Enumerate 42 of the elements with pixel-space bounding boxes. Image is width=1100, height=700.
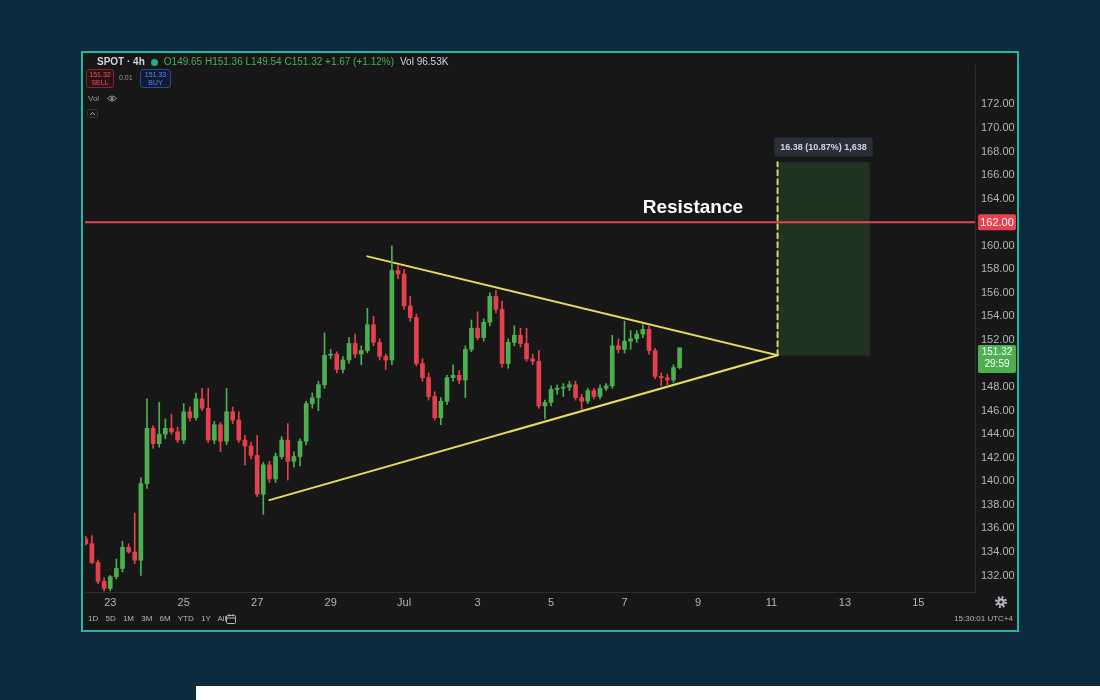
y-tick-label: 138.00 [981, 497, 1015, 510]
annotation: Vol [88, 94, 100, 103]
x-tick-label: 7 [621, 595, 628, 608]
x-tick-label: 11 [765, 595, 778, 608]
text: 1D 5D 1M 3M 6M YTD 1Y All [88, 614, 227, 624]
annotation: Vol 96.53K [399, 56, 449, 68]
y-tick-label: 146.00 [981, 403, 1015, 416]
text: 29:59 [984, 357, 1010, 369]
y-tick-label: 170.00 [981, 121, 1015, 134]
annotation: O149.65 H151.36 L149.54 C151.32 +1.67 (+1.12%) [163, 56, 394, 68]
y-tick-label: 160.00 [981, 238, 1015, 251]
ref-line-label: Resistance [642, 196, 744, 218]
x-tick-label: 13 [838, 595, 852, 608]
y-tick-label: 132.00 [981, 568, 1015, 581]
x-tick-label: 15 [912, 595, 925, 608]
chart-subtitle: SPOT · 4h [97, 56, 145, 68]
x-tick-label: 25 [177, 595, 190, 608]
data-label: 16.38 (10.87%) 1,638 [780, 141, 867, 152]
y-tick-label: 166.00 [981, 168, 1015, 181]
text: 151.32 [981, 345, 1013, 357]
text: 15:30:01 UTC+4 [954, 614, 1013, 624]
y-tick-label: 164.00 [981, 191, 1015, 204]
y-tick-label: 136.00 [981, 521, 1015, 534]
y-tick-label: 158.00 [981, 262, 1015, 275]
y-tick-label: 156.00 [981, 285, 1015, 298]
y-tick-label: 142.00 [981, 450, 1015, 463]
x-tick-label: 5 [547, 595, 555, 608]
y-tick-label: 154.00 [981, 309, 1015, 322]
x-tick-label: 27 [251, 595, 264, 608]
y-tick-label: 152.00 [981, 333, 1015, 346]
y-tick-label: 144.00 [981, 427, 1015, 440]
x-tick-label: 9 [694, 595, 702, 608]
y-tick-label: 172.00 [981, 97, 1015, 110]
y-tick-label: 168.00 [981, 144, 1015, 157]
y-tick-label: 134.00 [981, 544, 1015, 557]
annotation: 162.00 [980, 215, 1014, 228]
x-tick-label: 3 [474, 595, 481, 608]
y-tick-label: 140.00 [981, 474, 1015, 487]
x-tick-label: Jul [397, 595, 412, 608]
y-tick-label: 148.00 [981, 380, 1015, 393]
x-tick-label: 23 [104, 595, 117, 608]
x-tick-label: 29 [324, 595, 337, 608]
